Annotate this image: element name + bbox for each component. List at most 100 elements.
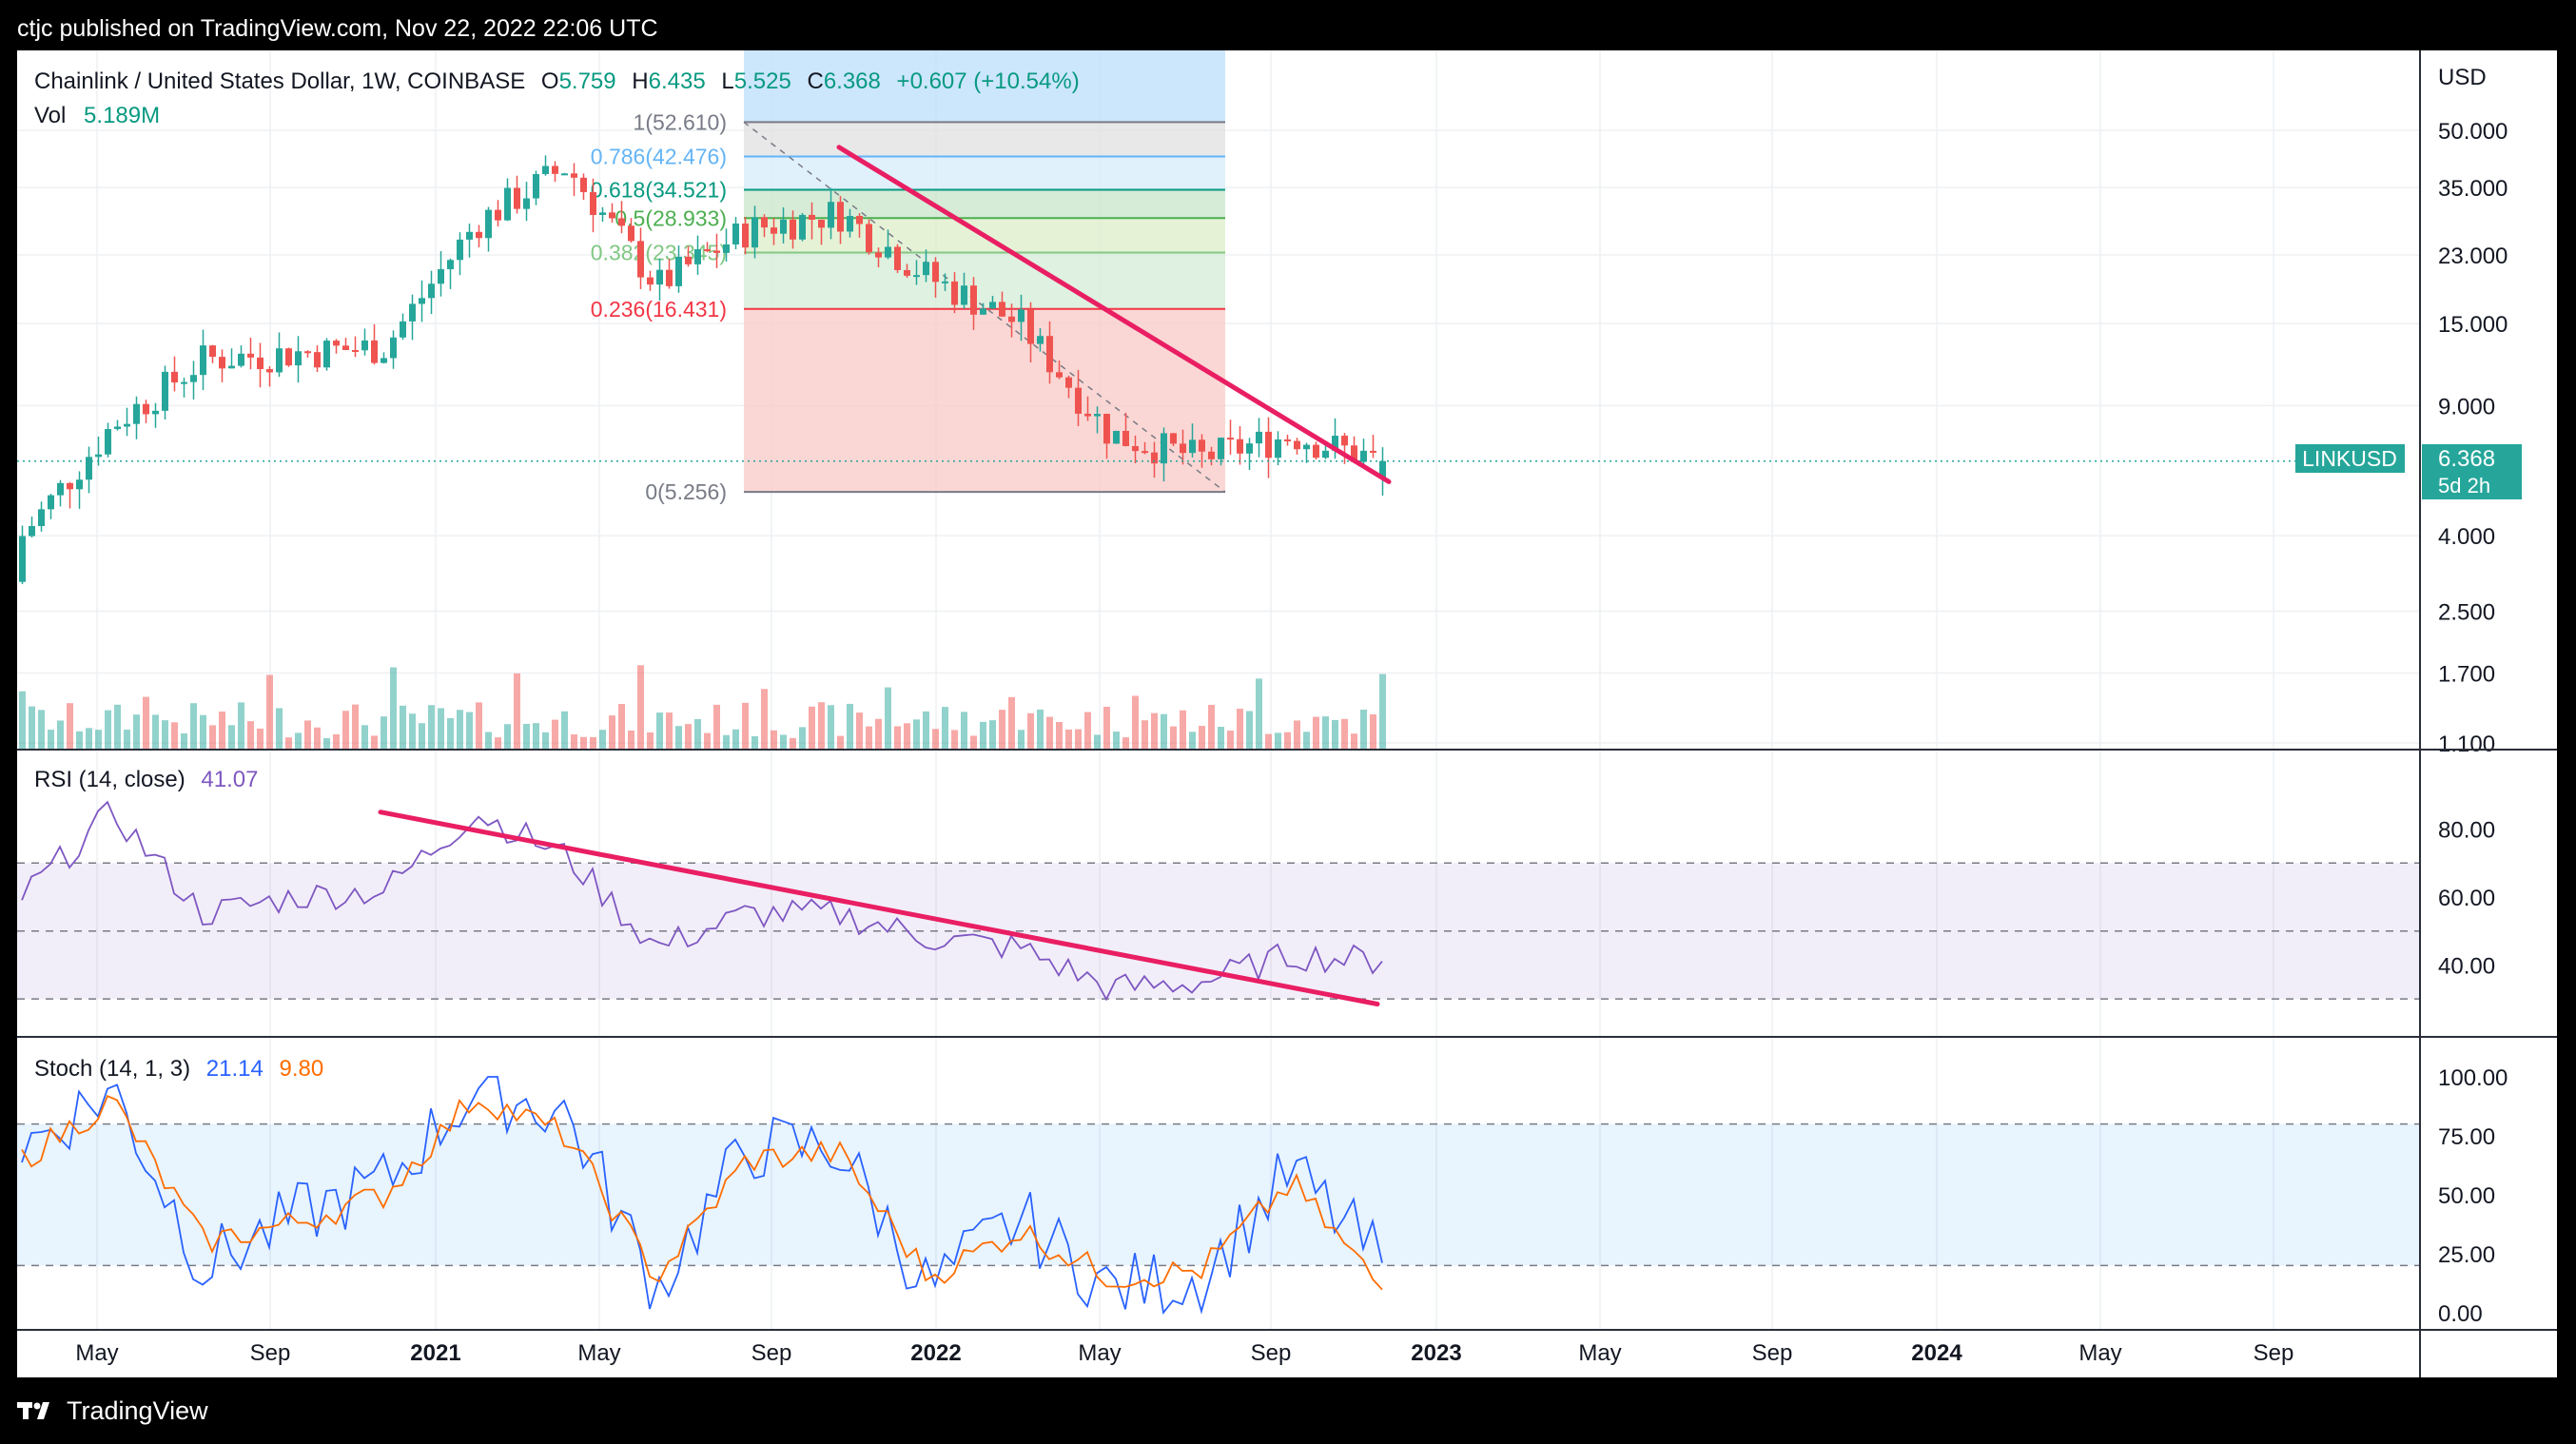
candle-body [476,231,482,239]
volume-bar [761,689,768,750]
volume-bar [190,703,197,750]
candle-body [923,262,929,276]
volume-bar [694,718,701,750]
candle-body [133,403,140,424]
volume-bar [580,736,587,750]
legend-o-value: 5.759 [559,68,616,94]
candle-body [266,369,273,373]
volume-bar [381,716,387,750]
price-tick-label: 23.000 [2438,244,2508,269]
candle-body [523,198,530,209]
rsi-pane[interactable] [17,800,2420,1006]
volume-bar [1199,726,1205,750]
volume-bar [552,719,558,750]
volume-bar [1075,729,1082,750]
candle-body [904,269,910,276]
volume-bar [228,725,235,750]
volume-bar [866,726,872,750]
candle-body [504,187,511,221]
candle-body [618,218,625,226]
volume-bar [476,702,482,750]
candle-body [209,345,216,358]
time-tick-label: May [1078,1340,1121,1366]
candle-body [1180,443,1186,454]
volume-bar [314,727,321,750]
candle-body [666,269,673,286]
candle-body [409,303,416,322]
candle-body [1037,336,1044,344]
fib-band [744,252,1225,309]
candle-body [999,302,1005,317]
stoch-k-line [21,1076,1383,1315]
volume-bar [1142,720,1148,750]
current-price-badge[interactable]: LINKUSD 6.368 5d 2h [2295,444,2522,499]
volume-bar [818,702,825,750]
price-badge-value: 6.368 [2438,446,2495,472]
stoch-pane[interactable] [17,1076,2420,1315]
candle-body [29,526,35,537]
candle-body [1303,444,1310,450]
volume-bar [856,712,863,750]
volume-bar [742,702,749,750]
volume-bar [409,713,416,750]
volume-bar [647,732,654,750]
fib-retracement[interactable]: 1(52.610)0.786(42.476)0.618(34.521)0.5(2… [591,50,1226,504]
candle-body [428,283,435,299]
volume-bar [1008,696,1015,750]
candle-body [48,495,54,510]
chart-svg[interactable]: 1(52.610)0.786(42.476)0.618(34.521)0.5(2… [17,50,2557,1377]
candle-body [228,365,235,369]
candle-body [742,224,749,248]
rsi-tick-label: 80.00 [2438,818,2495,844]
volume-bar [885,687,891,750]
volume-bar [1341,718,1348,750]
volume-bar [970,735,977,750]
candle-body [1275,439,1281,459]
rsi-legend: RSI (14, close) 41.07 [34,767,258,792]
candle-body [790,219,796,240]
candle-body [238,353,244,366]
price-tick-label: 15.000 [2438,312,2508,338]
tradingview-logo-icon [17,1402,49,1419]
volume-bar [1303,732,1310,750]
volume-bar [1037,709,1044,750]
volume-bar [438,708,444,750]
price-badge-bg [2422,444,2522,499]
candle-body [533,174,539,199]
volume-bar [542,732,549,750]
volume-bar [495,737,501,750]
legend-c-label: C [807,68,823,94]
candle-body [561,173,568,176]
candle-body [951,281,958,305]
tradingview-footer[interactable]: TradingView [17,1389,208,1433]
volume-bar [1122,737,1129,750]
volume-bar [1284,732,1291,750]
volume-bar [1084,712,1091,750]
time-tick-label: Sep [1251,1340,1292,1366]
currency-label: USD [2438,65,2487,90]
legend-vol: Vol 5.189M [34,103,160,128]
candle-body [333,341,340,346]
candle-body [1199,439,1205,452]
candle-body [1142,451,1148,454]
fib-band [744,156,1225,190]
candle-body [1151,452,1158,464]
candle-body [1284,439,1291,441]
stoch-title: Stoch (14, 1, 3) [34,1056,190,1082]
candle-body [152,410,159,415]
volume-bar [828,705,834,750]
candle-body [761,217,768,228]
chart-frame[interactable]: 1(52.610) 0.786(42.476) 0.618(34.521) 0.5(2… [17,50,2557,1377]
rsi-title: RSI (14, close) [34,767,185,792]
volume-bar [171,722,178,750]
candle-body [1065,377,1072,388]
volume-bar [124,730,130,750]
volume-bar [19,691,26,750]
volume-bar [1065,729,1072,750]
candle-body [495,209,501,221]
legend-l-value: 5.525 [734,68,791,94]
trendline-price[interactable] [836,145,1392,484]
volume-bar [980,721,986,750]
volume-bar [514,673,520,750]
volume-bar [276,708,283,750]
